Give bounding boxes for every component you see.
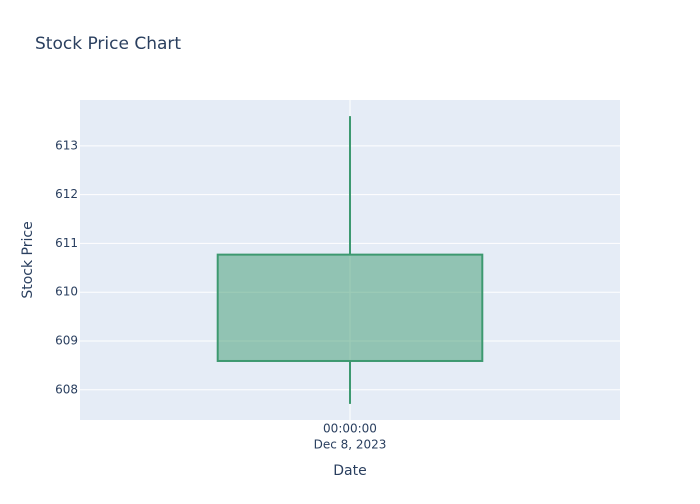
y-tick-label: 610 [55,285,78,299]
y-tick-label: 613 [55,138,78,152]
x-axis-label: Date [333,463,366,479]
x-tick-label: Dec 8, 2023 [314,438,387,452]
y-tick-label: 612 [55,187,78,201]
candle-body [216,253,484,362]
y-tick-label: 611 [55,236,78,250]
y-tick-label: 608 [55,382,78,396]
y-axis-label: Stock Price [20,221,36,298]
y-tick-label: 609 [55,333,78,347]
x-tick-label: 00:00:00 [323,422,377,436]
chart-title: Stock Price Chart [35,34,181,54]
